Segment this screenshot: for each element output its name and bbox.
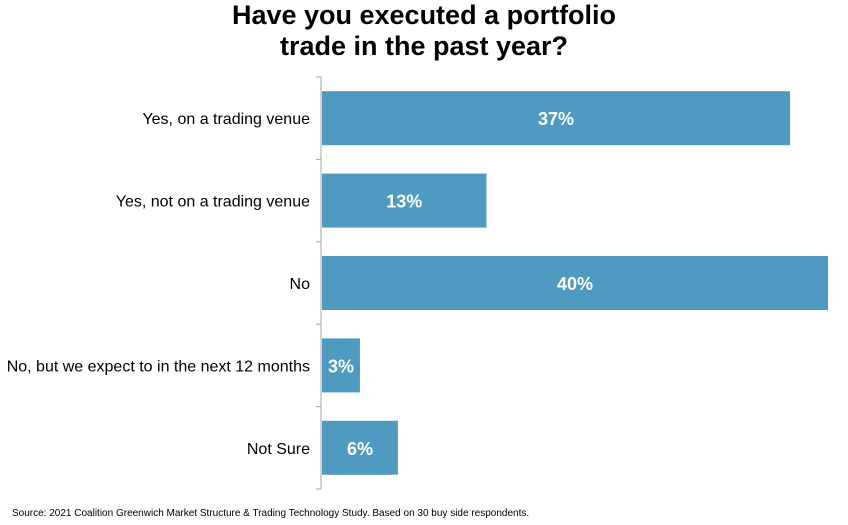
- category-label: No, but we expect to in the next 12 mont…: [7, 358, 310, 375]
- source-note: Source: 2021 Coalition Greenwich Market …: [12, 508, 530, 519]
- data-label: 13%: [386, 192, 422, 212]
- data-labels: 37% 13% 40% 3% 6%: [328, 109, 593, 459]
- category-labels: Yes, on a trading venue Yes, not on a tra…: [7, 111, 310, 458]
- data-label: 6%: [347, 439, 373, 459]
- category-label: Yes, not on a trading venue: [116, 194, 310, 211]
- category-label: Not Sure: [247, 441, 310, 458]
- bars: [322, 91, 828, 475]
- bar: [322, 338, 360, 393]
- bar: [322, 173, 487, 228]
- data-label: 3%: [328, 356, 354, 376]
- category-axis: [316, 76, 322, 490]
- bar: [322, 256, 828, 310]
- category-label: Yes, on a trading venue: [142, 111, 310, 128]
- chart-title: Have you executed a portfolio trade in t…: [231, 0, 617, 61]
- bar: [322, 420, 398, 475]
- data-label: 37%: [538, 109, 574, 129]
- category-label: No: [290, 276, 311, 293]
- data-label: 40%: [557, 274, 593, 294]
- bar: [322, 91, 791, 146]
